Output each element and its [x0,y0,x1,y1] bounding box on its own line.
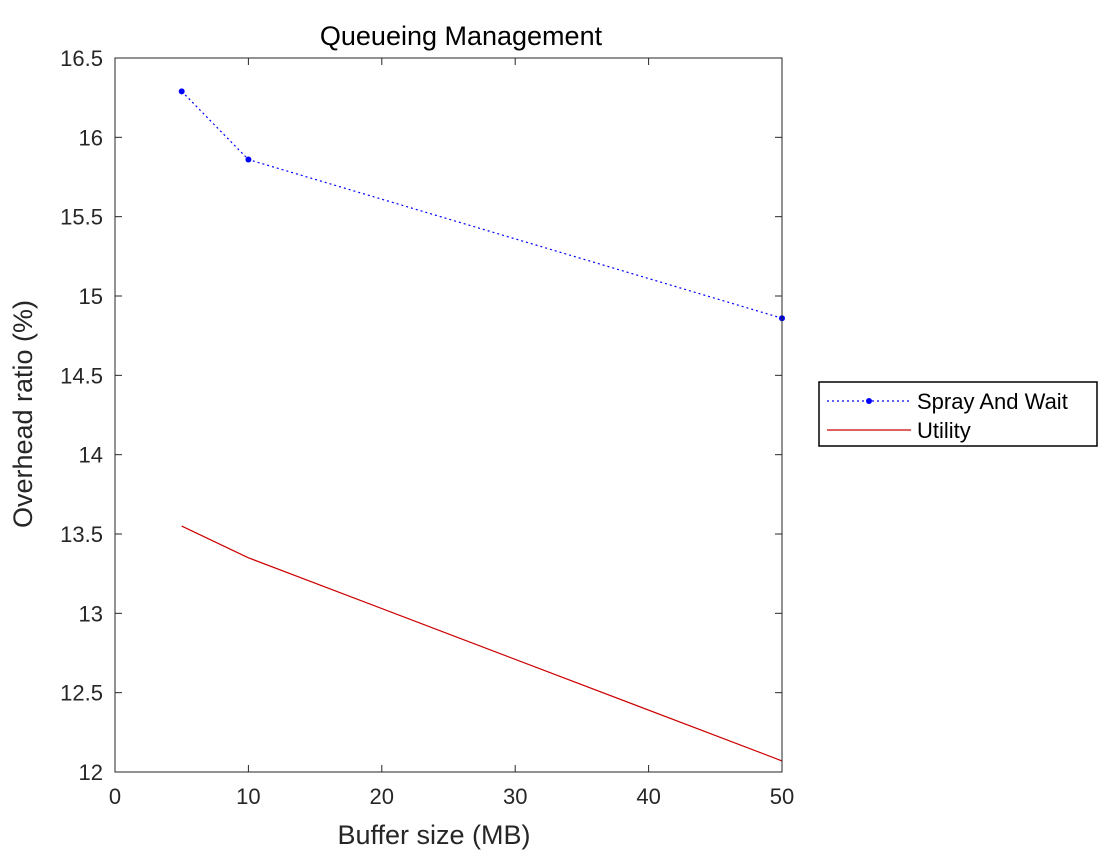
y-tick-label: 16 [79,125,103,150]
x-tick-label: 50 [770,784,794,809]
y-tick-label: 12.5 [60,681,103,706]
y-tick-label: 14.5 [60,363,103,388]
y-tick-label: 14 [79,443,103,468]
x-axis-title: Buffer size (MB) [337,820,530,850]
legend-label-spray-and-wait: Spray And Wait [917,389,1068,414]
y-tick-label: 12 [79,760,103,785]
data-point-spray-and-wait [245,156,252,163]
legend-marker-spray-and-wait [866,398,872,404]
data-point-spray-and-wait [178,88,185,95]
y-tick-label: 13.5 [60,522,103,547]
x-tick-label: 40 [636,784,660,809]
plot-area-frame [114,57,783,773]
y-tick-label: 15 [79,284,103,309]
chart-title: Queueing Management [320,21,603,51]
series-group [178,88,785,762]
series-line-utility [181,525,783,762]
legend-box [818,381,1098,447]
x-tick-label: 30 [503,784,527,809]
y-tick-label: 16.5 [60,46,103,71]
tick-label-group: 0 10 20 30 40 50 12 12.5 13 13.5 14 14.5 15 15.5 16 16.… [60,46,794,809]
legend: Spray And Wait Utility [818,381,1098,447]
y-axis-title: Overhead ratio (%) [8,300,38,528]
legend-label-utility: Utility [917,418,971,443]
x-tick-label: 10 [236,784,260,809]
y-tick-label: 13 [79,601,103,626]
y-tick-label: 15.5 [60,205,103,230]
x-tick-label: 20 [370,784,394,809]
x-tick-label: 0 [109,784,121,809]
